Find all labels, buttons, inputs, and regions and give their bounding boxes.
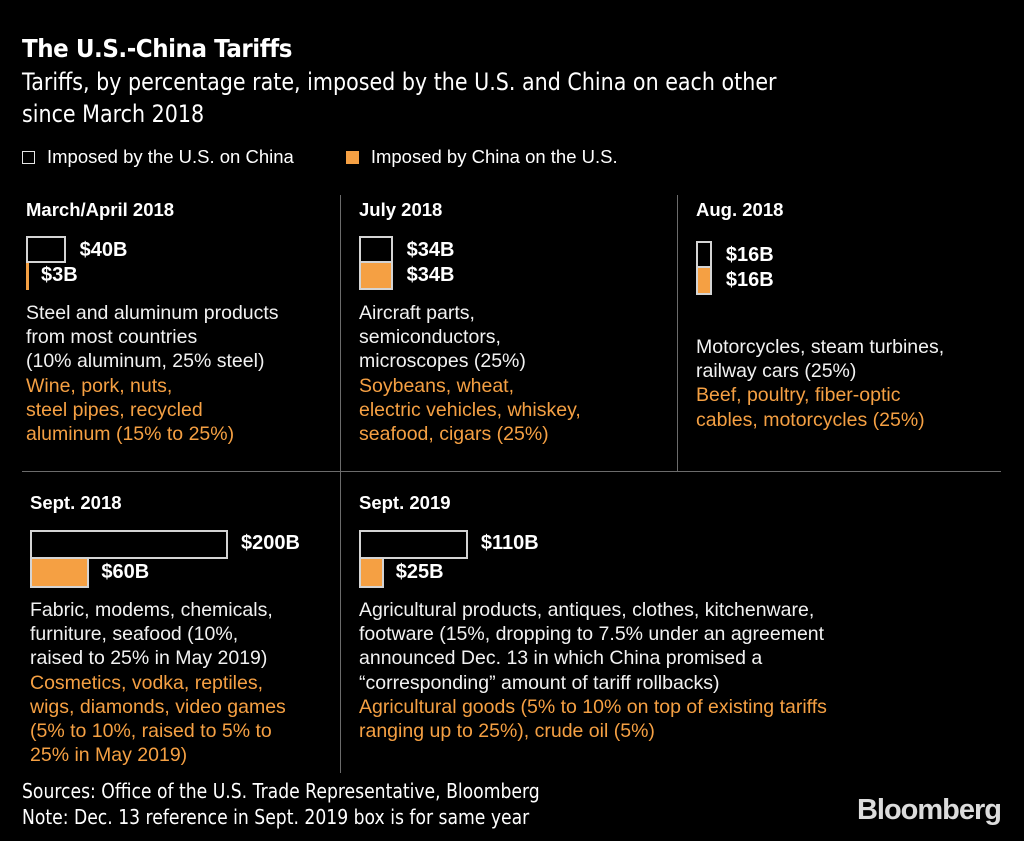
china-goods-text: Soybeans, wheat, <box>359 374 515 397</box>
bar-china <box>30 559 90 588</box>
bar-china <box>359 263 393 290</box>
china-goods-text: wigs, diamonds, video games <box>30 695 286 718</box>
bar-us <box>26 236 66 263</box>
chart-subtitle: Tariffs, by percentage rate, imposed by … <box>22 66 1011 130</box>
bar-china <box>359 559 384 588</box>
value-label-china: $60B <box>101 561 150 583</box>
footer-sources: Sources: Office of the U.S. Trade Repres… <box>22 779 540 803</box>
divider-vertical-1 <box>340 195 341 773</box>
china-goods-text: cables, motorcycles (25%) <box>696 408 925 431</box>
value-label-us: $200B <box>241 532 300 554</box>
panel-period: Sept. 2018 <box>30 492 122 513</box>
us-goods-text: announced Dec. 13 in which China promise… <box>359 647 763 670</box>
panel-1: July 2018 $34B $34B Aircraft parts, semicond… <box>359 199 679 479</box>
legend-swatch-us <box>22 150 35 164</box>
panel-description: Fabric, modems, chemicals, furniture, sea… <box>30 598 360 767</box>
value-label-us: $110B <box>480 532 539 554</box>
panel-description: Agricultural products, antiques, clothes… <box>359 598 979 743</box>
us-goods-text: (10% aluminum, 25% steel) <box>26 350 265 373</box>
bloomberg-logo: Bloomberg <box>856 794 1002 826</box>
chart-title: The U.S.-China Tariffs <box>22 34 293 63</box>
bar-us <box>696 241 712 268</box>
panel-description: Steel and aluminum products from most cou… <box>26 301 356 446</box>
us-goods-text: Motorcycles, steam turbines, <box>696 336 945 358</box>
china-goods-text: ranging up to 25%), crude oil (5%) <box>359 720 655 743</box>
panel-2: Aug. 2018 $16B $16B Motorcycles, steam turb… <box>696 199 1016 479</box>
us-goods-text: semiconductors, <box>359 326 501 349</box>
china-goods-text: aluminum (15% to 25%) <box>26 423 235 446</box>
panel-period: March/April 2018 <box>26 199 175 220</box>
panel-0: March/April 2018 $40B $3B Steel and aluminu… <box>26 199 346 479</box>
china-goods-text: Agricultural goods (5% to 10% on top of … <box>359 695 827 718</box>
panel-period: Aug. 2018 <box>696 199 784 220</box>
legend-item-china: Imposed by China on the U.S. <box>345 146 618 168</box>
value-label-china: $25B <box>395 561 444 583</box>
legend-swatch-china <box>345 150 359 164</box>
value-label-china: $16B <box>725 269 774 291</box>
bar-us <box>359 236 393 263</box>
china-goods-text: 25% in May 2019) <box>30 744 188 767</box>
bar-china <box>696 268 712 295</box>
china-goods-text: steel pipes, recycled <box>26 398 203 421</box>
us-goods-text: Fabric, modems, chemicals, <box>30 599 273 621</box>
us-goods-text: microscopes (25%) <box>359 350 526 373</box>
us-goods-text: from most countries <box>26 326 198 349</box>
us-goods-text: footware (15%, dropping to 7.5% under an… <box>359 623 825 646</box>
us-goods-text: “corresponding” amount of tariff rollbac… <box>359 671 720 694</box>
us-goods-text: Aircraft parts, <box>359 302 475 324</box>
panel-3: Sept. 2018 $200B $60B Fabric, modems, chemi… <box>30 492 350 772</box>
us-goods-text: furniture, seafood (10%, <box>30 623 239 646</box>
china-goods-text: Wine, pork, nuts, <box>26 374 173 397</box>
panel-period: Sept. 2019 <box>359 492 451 513</box>
footer: Sources: Office of the U.S. Trade Repres… <box>22 778 710 830</box>
legend-label-us: Imposed by the U.S. on China <box>47 146 294 167</box>
value-label-china: $34B <box>406 264 455 286</box>
china-goods-text: Beef, poultry, fiber-optic <box>696 384 901 407</box>
legend: Imposed by the U.S. on China Imposed by … <box>22 146 670 168</box>
us-goods-text: Steel and aluminum products <box>26 302 279 324</box>
legend-label-china: Imposed by China on the U.S. <box>370 146 618 167</box>
footer-note: Note: Dec. 13 reference in Sept. 2019 bo… <box>22 805 530 829</box>
panel-description: Aircraft parts, semiconductors, microscope… <box>359 301 689 446</box>
value-label-us: $40B <box>79 239 128 261</box>
subtitle-line-2: since March 2018 <box>22 100 205 128</box>
subtitle-line-1: Tariffs, by percentage rate, imposed by … <box>22 68 777 96</box>
bar-us <box>359 530 468 559</box>
legend-item-us: Imposed by the U.S. on China <box>22 146 294 168</box>
us-goods-text: raised to 25% in May 2019) <box>30 647 268 670</box>
panel-4: Sept. 2019 $110B $25B Agricultural products… <box>359 492 979 772</box>
value-label-us: $34B <box>406 239 455 261</box>
bar-china <box>26 263 29 290</box>
us-goods-text: railway cars (25%) <box>696 360 857 383</box>
china-goods-text: seafood, cigars (25%) <box>359 423 549 446</box>
value-label-us: $16B <box>725 244 774 266</box>
china-goods-text: (5% to 10%, raised to 5% to <box>30 720 272 743</box>
bar-us <box>30 530 228 559</box>
china-goods-text: electric vehicles, whiskey, <box>359 398 581 421</box>
us-goods-text: Agricultural products, antiques, clothes… <box>359 599 815 621</box>
china-goods-text: Cosmetics, vodka, reptiles, <box>30 671 264 694</box>
divider-horizontal <box>22 471 1001 472</box>
value-label-china: $3B <box>41 264 78 286</box>
panel-period: July 2018 <box>359 199 443 220</box>
divider-vertical-2 <box>677 195 678 471</box>
panel-description: Motorcycles, steam turbines, railway cars… <box>696 335 1024 432</box>
